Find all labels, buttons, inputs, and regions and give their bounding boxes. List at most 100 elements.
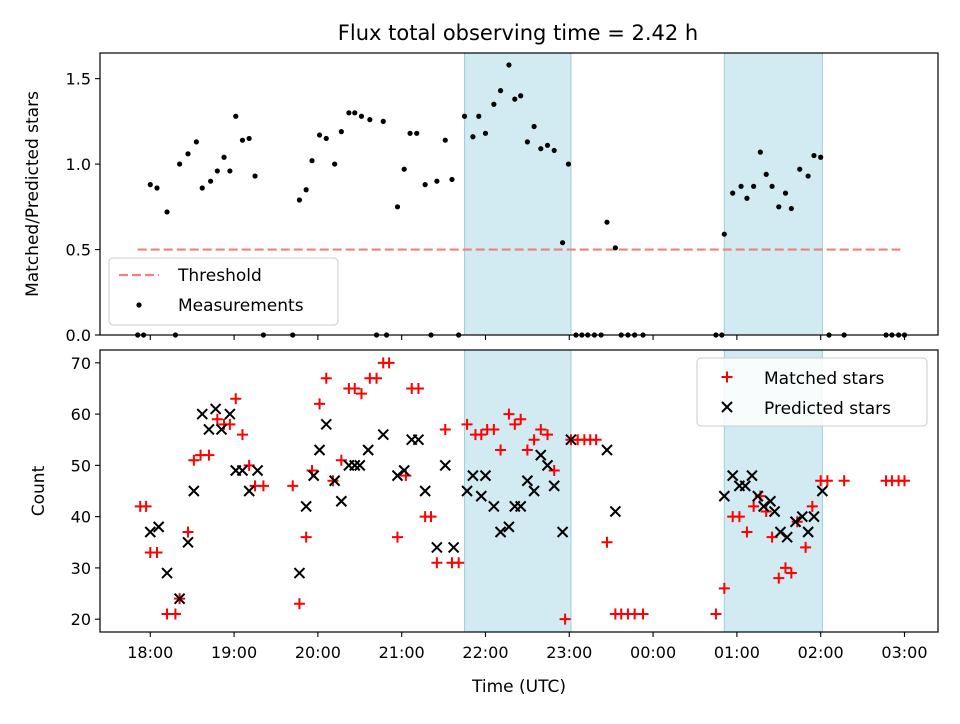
predicted-star-marker <box>313 444 326 456</box>
matched-star-marker <box>188 454 200 466</box>
bottom-ytick-label: 30 <box>71 559 91 578</box>
top-panel: 0.0 0.5 1.0 1.5 Matched/Predicted stars Thr… <box>23 52 939 345</box>
predicted-star-marker <box>161 567 173 579</box>
measurement-point <box>367 117 373 123</box>
measurement-point <box>316 132 323 138</box>
predicted-star-marker <box>521 475 534 487</box>
measurement-point <box>763 171 769 177</box>
predicted-star-marker <box>354 459 366 472</box>
legend-matched-swatch <box>721 371 733 383</box>
measurement-point <box>323 135 329 142</box>
chart-title: Flux total observing time = 2.42 h <box>338 21 698 45</box>
bottom-window-0 <box>464 349 572 633</box>
top-ytick-label: 0.0 <box>66 326 91 345</box>
measurement-point <box>407 130 413 136</box>
predicted-star-marker <box>431 541 443 554</box>
measurement-point <box>565 161 572 167</box>
measurement-point <box>497 88 504 94</box>
matched-star-marker <box>383 357 395 369</box>
predicted-star-marker <box>447 541 460 554</box>
measurement-point <box>233 113 239 119</box>
top-ytick-label: 1.5 <box>66 70 91 89</box>
predicted-star-marker <box>494 526 507 538</box>
legend-predicted-label: Predicted stars <box>764 399 891 419</box>
predicted-star-marker <box>556 526 569 538</box>
predicted-star-marker <box>467 469 479 482</box>
measurement-point <box>738 183 744 189</box>
xtick-label: 01:00 <box>714 643 760 662</box>
predicted-star-marker <box>718 490 731 502</box>
xtick-label: 00:00 <box>630 643 676 662</box>
xtick-label: 23:00 <box>546 643 592 662</box>
measurement-point <box>470 134 476 140</box>
predicted-star-marker <box>503 521 515 533</box>
measurement-point <box>208 178 214 184</box>
xtick-label: 03:00 <box>881 643 927 662</box>
matched-star-marker <box>838 475 850 487</box>
top-y-axis-label: Matched/Predicted stars <box>23 91 43 297</box>
matched-star-marker <box>391 531 403 543</box>
predicted-star-marker <box>528 485 540 497</box>
predicted-star-marker <box>789 516 802 528</box>
matched-star-marker <box>169 608 181 620</box>
predicted-star-marker <box>209 403 222 415</box>
predicted-star-marker <box>328 475 341 487</box>
measurement-point <box>358 113 365 119</box>
top-ytick-label: 0.5 <box>66 241 91 260</box>
measurement-point <box>442 137 448 143</box>
predicted-star-marker <box>152 521 165 533</box>
measurement-point <box>401 166 407 172</box>
measurement-point <box>422 182 428 188</box>
matched-star-marker <box>785 567 797 579</box>
xtick-label: 22:00 <box>462 643 508 662</box>
bottom-ytick-label: 70 <box>71 354 91 373</box>
matched-star-marker <box>439 423 451 435</box>
matched-star-marker <box>355 388 367 400</box>
matched-star-marker <box>710 608 722 620</box>
measurement-point <box>296 197 303 203</box>
measurement-point <box>782 190 789 196</box>
measurement-point <box>380 118 386 124</box>
predicted-star-marker <box>293 567 306 579</box>
matched-star-marker <box>495 444 507 456</box>
measurement-point <box>551 147 557 154</box>
matched-star-marker <box>140 500 152 512</box>
measurement-point <box>744 195 750 201</box>
measurement-point <box>818 154 824 160</box>
measurement-point <box>239 137 246 143</box>
matched-star-marker <box>528 434 540 446</box>
predicted-star-marker <box>816 485 829 497</box>
matched-star-marker <box>211 413 223 425</box>
measurement-point <box>227 168 233 174</box>
matched-star-marker <box>287 480 299 492</box>
measurement-point <box>434 178 440 184</box>
matched-star-marker <box>236 429 248 441</box>
measurement-point <box>506 62 512 68</box>
measurement-point <box>751 183 757 189</box>
matched-star-marker <box>503 408 515 420</box>
predicted-star-marker <box>739 480 751 492</box>
measurement-point <box>604 219 610 225</box>
matched-star-marker <box>230 393 242 405</box>
predicted-star-marker <box>215 423 228 436</box>
measurement-point <box>612 245 618 251</box>
predicted-star-marker <box>412 434 425 446</box>
bottom-ytick-label: 50 <box>71 456 91 475</box>
measurement-point <box>185 151 191 157</box>
predicted-star-marker <box>320 418 332 431</box>
measurement-point <box>524 139 530 145</box>
predicted-star-marker <box>335 495 348 507</box>
measurement-point <box>177 161 183 167</box>
top-legend-box <box>108 257 339 326</box>
predicted-star-marker <box>196 408 208 420</box>
matched-star-marker <box>320 372 332 384</box>
matched-star-marker <box>733 511 745 523</box>
measurement-point <box>338 129 344 135</box>
predicted-star-marker <box>808 510 820 523</box>
matched-star-marker <box>431 557 443 569</box>
matched-star-marker <box>314 398 326 410</box>
bottom-ytick-label: 60 <box>71 405 91 424</box>
predicted-star-marker <box>236 464 249 477</box>
predicted-star-marker <box>781 531 793 543</box>
matched-star-marker <box>548 464 560 476</box>
